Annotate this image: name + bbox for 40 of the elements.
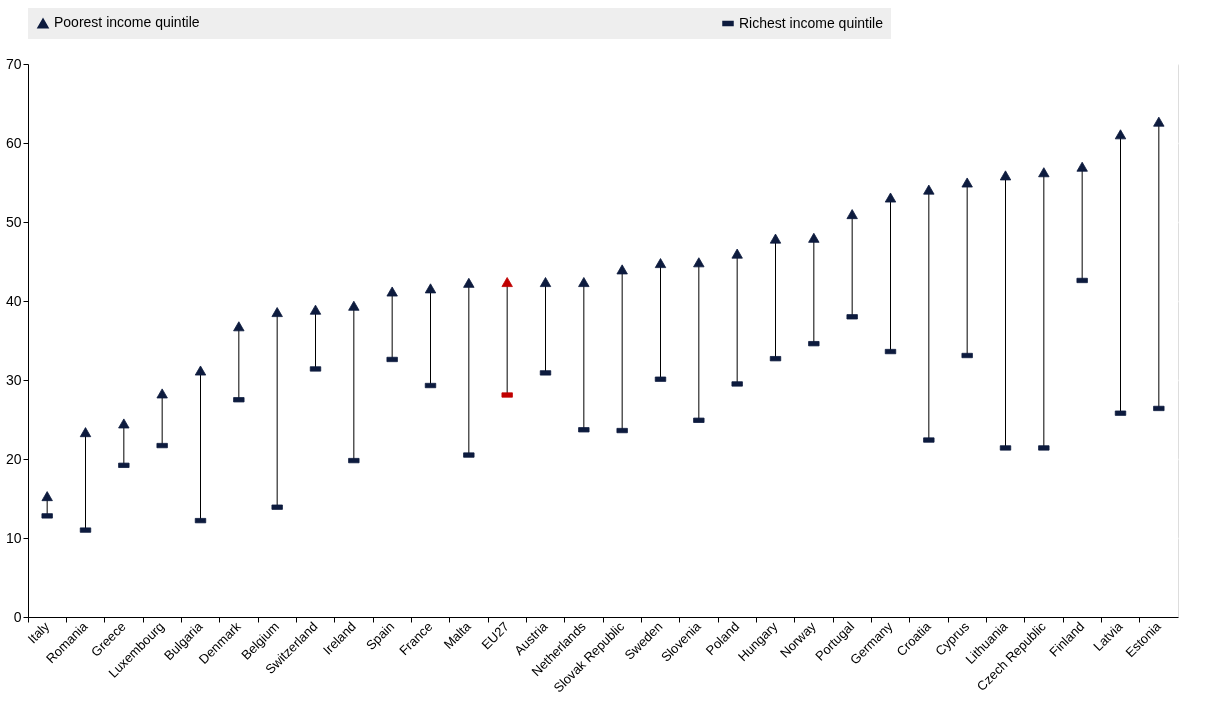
- point: [79, 427, 92, 438]
- point: [309, 304, 322, 315]
- point: [693, 257, 705, 268]
- point: [424, 283, 437, 294]
- point: [348, 300, 360, 311]
- y-tick-label: 60: [5, 134, 22, 151]
- point: [386, 286, 398, 297]
- point: [616, 264, 628, 275]
- point: [501, 277, 513, 287]
- y-tick-label: 50: [5, 213, 22, 230]
- point: [999, 170, 1012, 181]
- point: [41, 491, 53, 502]
- point: [1153, 116, 1165, 127]
- legend-label: Richest income quintile: [739, 14, 884, 31]
- point: [808, 232, 820, 243]
- point: [578, 277, 590, 287]
- point: [846, 209, 858, 220]
- point: [539, 277, 552, 287]
- point: [769, 233, 782, 244]
- point: [118, 418, 130, 429]
- point: [156, 388, 168, 399]
- point: [463, 277, 475, 288]
- y-tick-label: 30: [5, 371, 22, 388]
- y-tick-label: 70: [5, 55, 22, 72]
- point: [233, 321, 245, 332]
- point: [1114, 129, 1127, 140]
- y-tick-label: 10: [5, 529, 22, 546]
- point: [271, 307, 283, 317]
- point: [731, 248, 743, 259]
- legend-label: Poorest income quintile: [54, 14, 200, 31]
- y-tick-label: 20: [5, 450, 22, 467]
- y-tick-label: 0: [13, 608, 22, 625]
- point: [923, 184, 935, 195]
- point: [1038, 167, 1050, 178]
- point: [1076, 161, 1088, 172]
- point: [654, 258, 667, 269]
- y-tick-label: 40: [5, 292, 22, 309]
- point: [961, 177, 973, 188]
- point: [194, 365, 207, 376]
- point: [884, 192, 897, 203]
